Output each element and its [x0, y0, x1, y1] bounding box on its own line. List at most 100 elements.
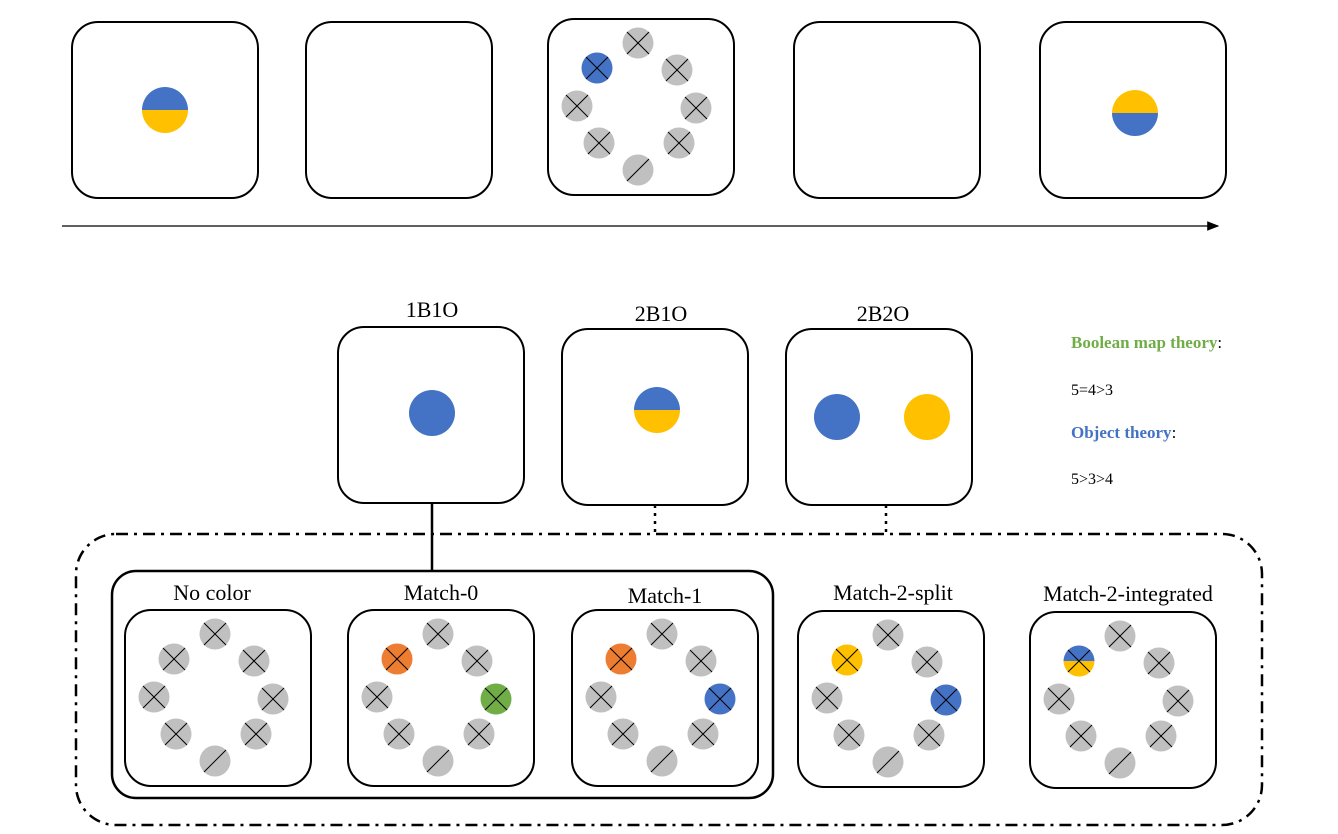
boolean-theory-prediction: 5=4>3: [1071, 382, 1114, 399]
array-match-2-split-item-top: [872, 619, 904, 651]
array-label-match-2-split: Match-2-split: [833, 580, 953, 605]
search-display-cross-b-top: [626, 31, 650, 55]
array-match-0-item-lower-right: [463, 718, 495, 750]
array-no-color-cross-b-left: [142, 685, 166, 709]
condition-disk-yellow: [904, 394, 950, 440]
array-no-color-cross-b-upper-right: [242, 649, 266, 673]
test-item-disk: [1112, 90, 1158, 136]
search-display-item-right: [680, 92, 712, 124]
array-label-match-1: Match-1: [627, 583, 703, 608]
array-no-color-item-upper-left: [158, 643, 190, 675]
condition-label-2b2o: 2B2O: [856, 301, 910, 326]
array-match-1-item-upper-left: [605, 643, 637, 675]
array-no-color-cross-b-upper-left: [162, 647, 186, 671]
search-display-item-left: [561, 90, 593, 122]
array-no-color-item-left: [138, 681, 170, 713]
array-match-0-cross-b-upper-right: [465, 649, 489, 673]
array-match-0-cross-b-lower-right: [467, 722, 491, 746]
array-label-match-0: Match-0: [403, 580, 479, 605]
array-match-0-cross-b-right: [484, 687, 508, 711]
boolean-theory-heading: Boolean map theory:: [1071, 333, 1222, 353]
array-match-2-integrated-disk-upper-left-bottom: [1063, 661, 1095, 677]
array-match-0-cross-b-upper-left: [385, 647, 409, 671]
search-array-match-2-split: [797, 610, 985, 788]
search-display-item-upper-right: [661, 54, 693, 86]
search-display-cross-b-lower-left: [587, 131, 611, 155]
array-no-color-item-lower-right: [240, 718, 272, 750]
array-no-color-slash-bottom: [203, 749, 227, 773]
timeline-frame-search-display: [547, 18, 735, 196]
timeline-frame-blank-2: [793, 21, 981, 199]
array-no-color-item-right: [257, 683, 289, 715]
array-no-color-item-top: [199, 618, 231, 650]
memory-item-disk-bottom: [142, 110, 188, 133]
test-item-disk-bottom: [1112, 113, 1158, 136]
array-match-0-item-upper-right: [461, 645, 493, 677]
array-match-2-integrated-item-bottom: [1104, 747, 1136, 779]
array-match-1-cross-b-upper-left: [609, 647, 633, 671]
condition-disk-blue: [814, 394, 860, 440]
array-match-2-split-item-bottom: [872, 746, 904, 778]
array-match-2-integrated-cross-b-upper-right: [1147, 651, 1171, 675]
condition-label-1b1o: 1B1O: [405, 297, 459, 322]
array-match-2-integrated-cross-b-right: [1166, 689, 1190, 713]
array-match-1-cross-b-left: [589, 685, 613, 709]
array-no-color-cross-b-lower-right: [244, 722, 268, 746]
array-match-2-split-item-left: [811, 682, 843, 714]
array-match-1-cross-b-lower-left: [611, 722, 635, 746]
array-match-2-integrated-item-lower-right: [1145, 720, 1177, 752]
array-match-2-split-item-right: [930, 684, 962, 716]
array-match-1-item-lower-right: [687, 718, 719, 750]
array-match-1-item-right: [704, 683, 736, 715]
array-match-2-split-slash-bottom: [876, 750, 900, 774]
array-match-2-split-cross-b-upper-left: [835, 648, 859, 672]
array-match-2-split-cross-b-lower-right: [917, 723, 941, 747]
array-no-color-item-lower-left: [160, 718, 192, 750]
array-match-2-integrated-cross-b-lower-left: [1069, 724, 1093, 748]
condition-disk-blue: [409, 390, 455, 436]
array-match-2-split-item-lower-left: [833, 719, 865, 751]
condition-label-2b1o: 2B1O: [634, 301, 688, 326]
array-match-0-cross-b-lower-left: [387, 722, 411, 746]
array-match-2-integrated-cross-b-upper-left: [1067, 649, 1091, 673]
boolean-theory-name: Boolean map theory: [1071, 333, 1218, 352]
array-no-color-item-upper-right: [238, 645, 270, 677]
search-display-cross-b-lower-right: [667, 131, 691, 155]
timeline-frame-test-display: [1039, 21, 1227, 199]
array-no-color-item-bottom: [199, 745, 231, 777]
condition-disk-split-bottom: [634, 410, 680, 433]
condition-2b2o: [785, 328, 973, 506]
search-display-item-bottom: [622, 154, 654, 186]
array-match-2-integrated-cross-b-left: [1047, 687, 1071, 711]
array-match-0-item-bottom: [422, 745, 454, 777]
array-match-2-integrated-disk-upper-left: [1063, 645, 1095, 677]
object-theory-colon: :: [1171, 423, 1177, 442]
search-display-slash-bottom: [626, 158, 650, 182]
array-match-2-split-item-lower-right: [913, 719, 945, 751]
array-match-0-item-right: [480, 683, 512, 715]
solid-inner-group: [110, 569, 775, 800]
condition-2b1o: [561, 328, 749, 506]
test-item-disk-top: [1112, 90, 1158, 113]
array-match-2-split-cross-b-right: [934, 688, 958, 712]
array-match-1-item-top: [646, 618, 678, 650]
object-theory-heading: Object theory:: [1071, 423, 1176, 443]
array-match-2-split-item-upper-right: [911, 646, 943, 678]
array-label-match-2-integrated: Match-2-integrated: [1043, 581, 1213, 606]
array-match-0-item-left: [361, 681, 393, 713]
condition-1b1o: [337, 326, 525, 504]
array-match-1-item-left: [585, 681, 617, 713]
array-no-color-cross-b-right: [261, 687, 285, 711]
search-display-cross-b-left: [565, 94, 589, 118]
memory-item-disk: [142, 87, 188, 133]
array-match-1-item-bottom: [646, 745, 678, 777]
array-match-1-cross-b-upper-right: [689, 649, 713, 673]
timeline-frame-box-blank-2: [793, 21, 981, 199]
array-match-2-integrated-item-lower-left: [1065, 720, 1097, 752]
array-no-color-cross-b-top: [203, 622, 227, 646]
search-display-item-top: [622, 27, 654, 59]
timeline-frame-blank-1: [305, 21, 493, 199]
condition-disk-split: [634, 387, 680, 433]
dashdot-outer-group: [74, 532, 1264, 827]
